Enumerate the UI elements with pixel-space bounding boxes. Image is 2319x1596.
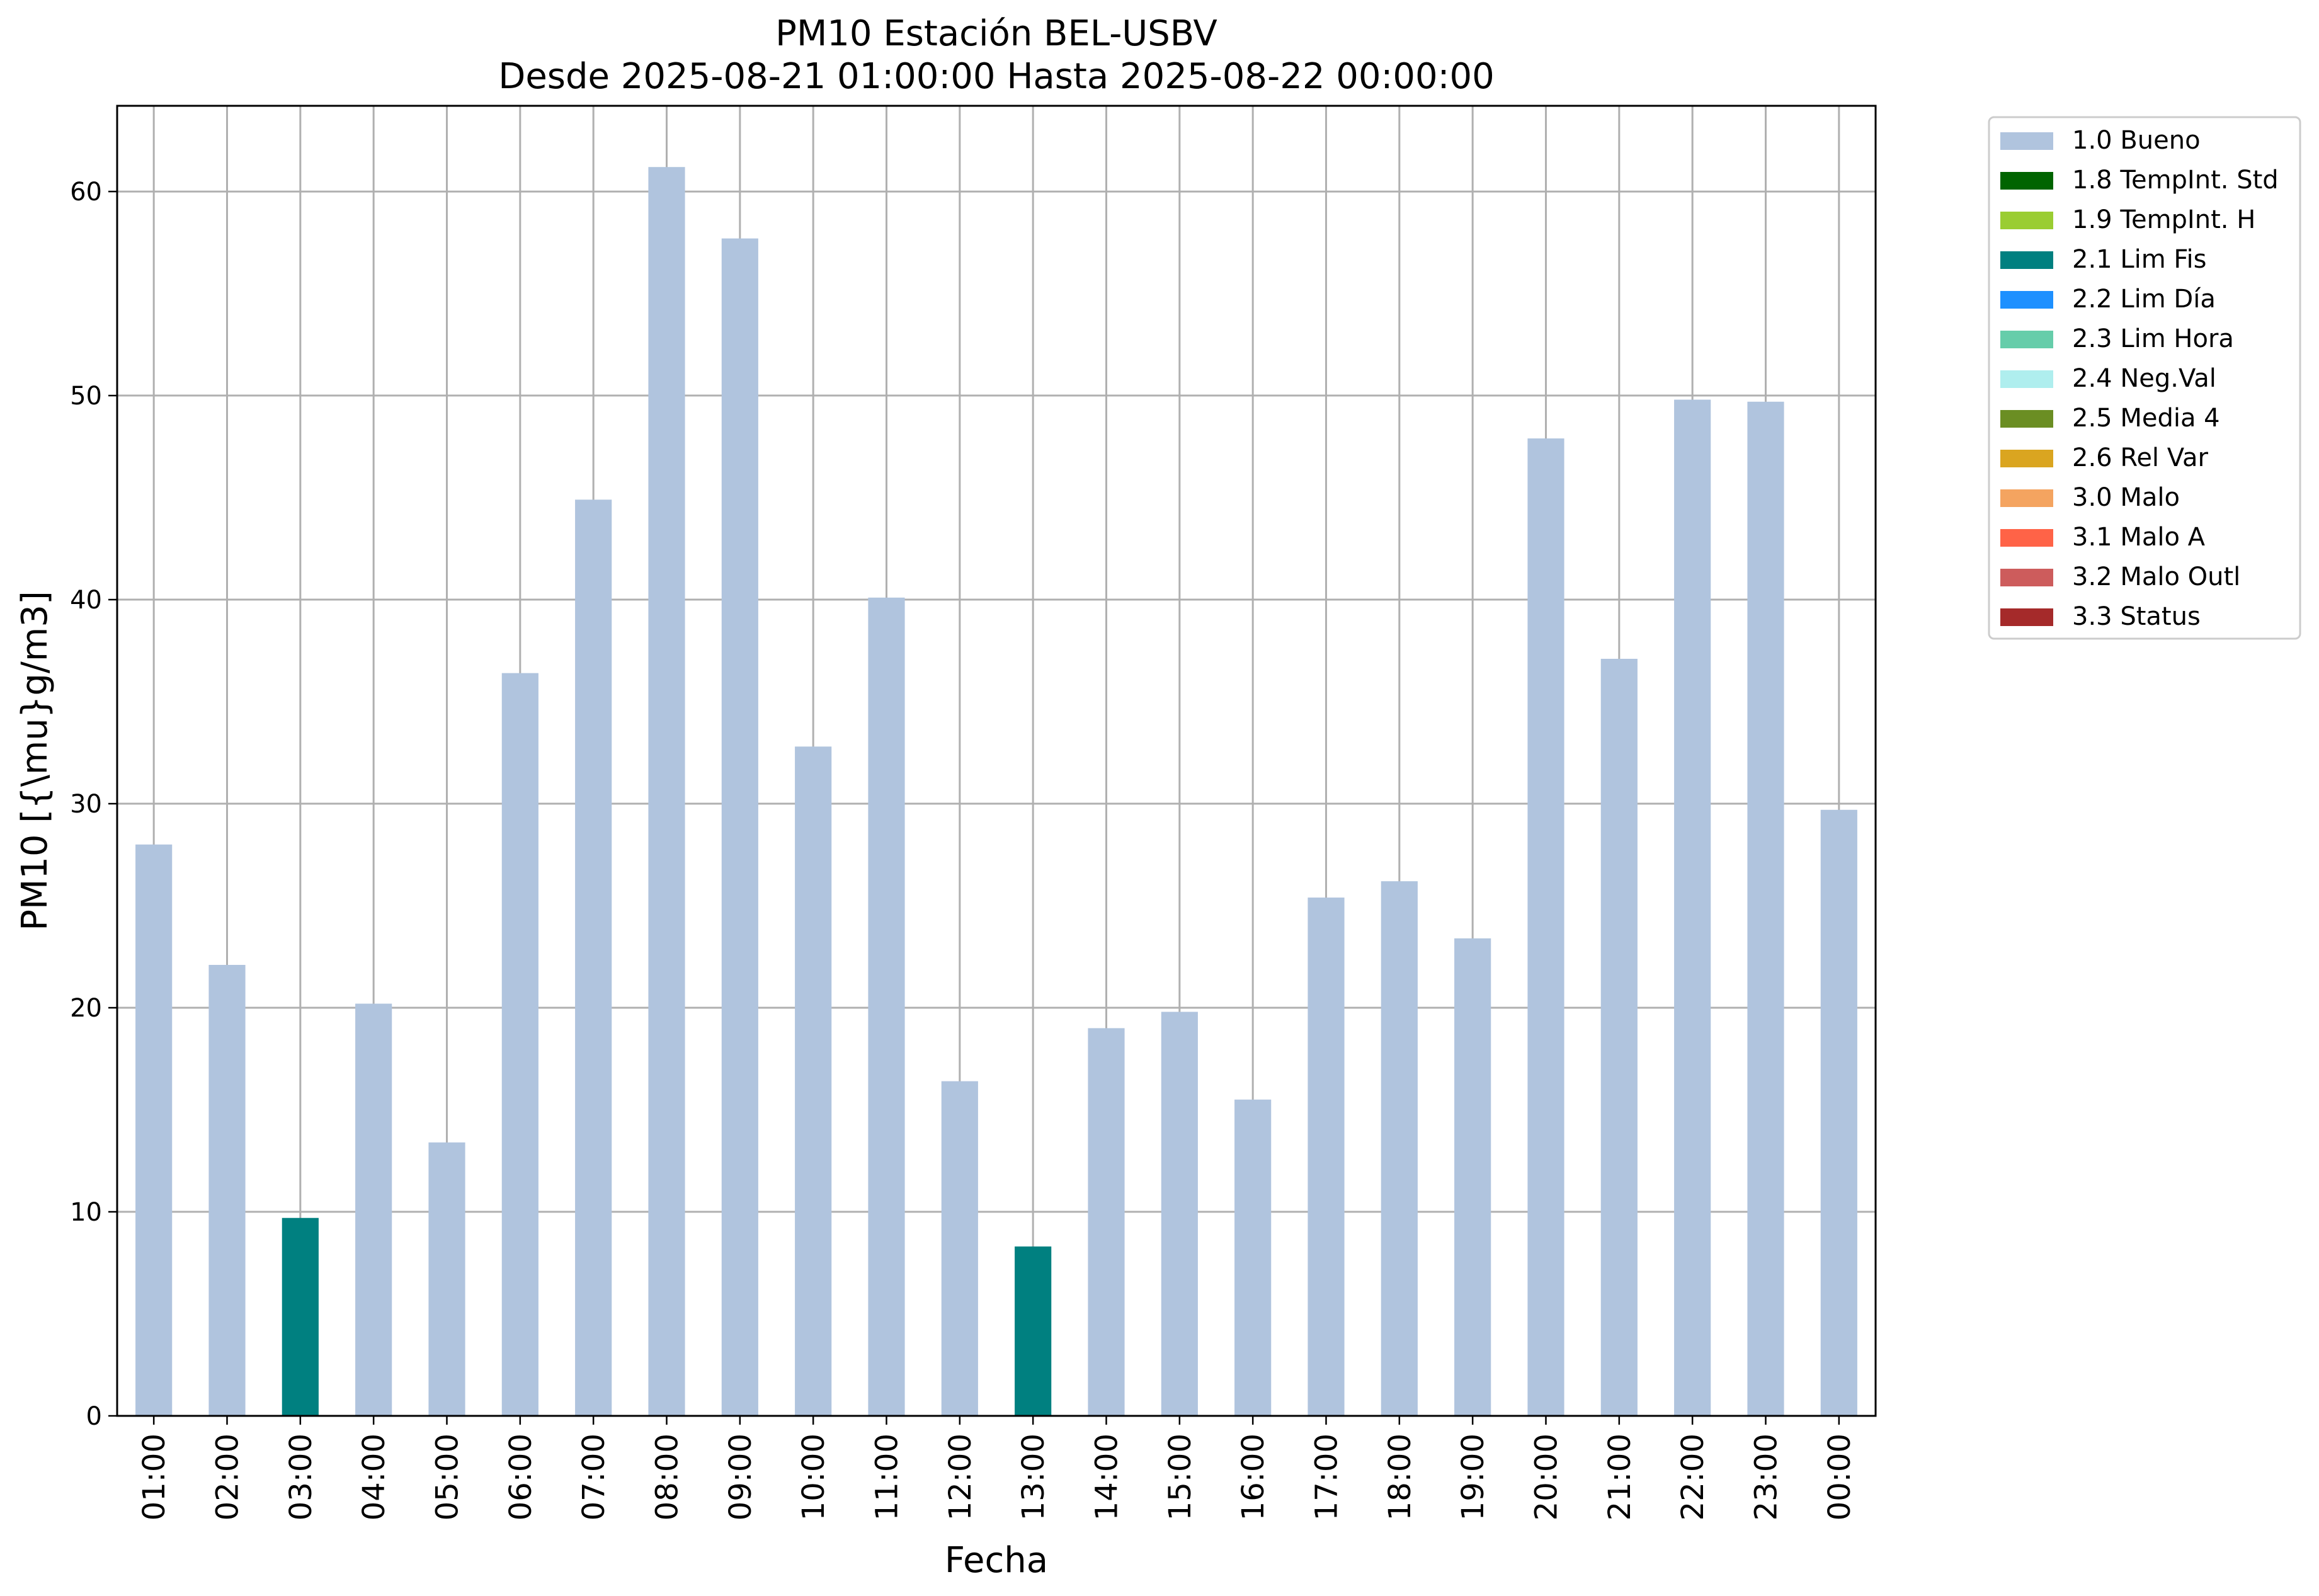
x-tick-label: 20:00: [1529, 1434, 1564, 1520]
legend-swatch: [2000, 569, 2053, 586]
bar-0500: [428, 1142, 465, 1416]
bar-0900: [721, 238, 758, 1416]
legend-swatch: [2000, 132, 2053, 150]
bar-2200: [1674, 399, 1711, 1416]
bar-1000: [795, 746, 832, 1416]
legend-label: 3.2 Malo Outl: [2072, 562, 2240, 591]
legend-swatch: [2000, 450, 2053, 467]
legend-swatch: [2000, 489, 2053, 507]
bar-0200: [208, 964, 246, 1416]
legend: 1.0 Bueno 1.8 TempInt. Std 1.9 TempInt. H 2…: [1988, 116, 2301, 640]
x-tick-label: 12:00: [943, 1434, 978, 1520]
x-tick-label: 16:00: [1236, 1434, 1271, 1520]
y-tick-label: 30: [70, 790, 102, 819]
y-tick-label: 60: [70, 178, 102, 207]
legend-swatch: [2000, 410, 2053, 428]
x-tick-label: 15:00: [1163, 1434, 1198, 1520]
legend-swatch: [2000, 291, 2053, 309]
bars: [135, 167, 1857, 1416]
bar-0000: [1820, 809, 1857, 1416]
x-tick-label: 04:00: [356, 1434, 392, 1520]
x-tick-label: 19:00: [1456, 1434, 1491, 1520]
x-tick-label: 11:00: [870, 1434, 905, 1520]
y-axis-label: PM10 [{\mu}g/m3]: [14, 591, 55, 931]
chart-title-line-1: PM10 Estación BEL-USBV: [775, 13, 1217, 54]
y-tick-label: 20: [70, 994, 102, 1023]
legend-swatch: [2000, 212, 2053, 229]
legend-swatch: [2000, 251, 2053, 269]
x-tick-label: 02:00: [210, 1434, 246, 1520]
x-tick-label: 21:00: [1602, 1434, 1638, 1520]
legend-label: 1.9 TempInt. H: [2072, 205, 2255, 234]
x-tick-label: 01:00: [137, 1434, 172, 1520]
plot-frame: [116, 105, 1877, 1417]
chart-title-line-2: Desde 2025-08-21 01:00:00 Hasta 2025-08-…: [498, 56, 1495, 97]
legend-swatch: [2000, 331, 2053, 348]
x-tick-label: 17:00: [1309, 1434, 1345, 1520]
legend-swatch: [2000, 529, 2053, 547]
legend-label: 3.3 Status: [2072, 602, 2201, 631]
x-tick-label: 07:00: [576, 1434, 612, 1520]
x-tick-label: 22:00: [1675, 1434, 1711, 1520]
x-tick-label: 10:00: [796, 1434, 831, 1520]
bar-0700: [575, 499, 612, 1416]
bar-2100: [1600, 659, 1638, 1416]
bar-1700: [1308, 898, 1345, 1416]
bar-1400: [1088, 1028, 1125, 1416]
x-tick-label: 18:00: [1382, 1434, 1418, 1520]
x-tick-label: 14:00: [1090, 1434, 1125, 1520]
legend-label: 1.0 Bueno: [2072, 126, 2201, 155]
legend-label: 2.3 Lim Hora: [2072, 324, 2234, 353]
bar-2300: [1747, 401, 1784, 1416]
x-axis-label: Fecha: [945, 1540, 1048, 1581]
x-tick-label: 06:00: [503, 1434, 538, 1520]
legend-label: 1.8 TempInt. Std: [2072, 166, 2279, 195]
legend-label: 2.6 Rel Var: [2072, 443, 2209, 472]
bar-1200: [941, 1081, 978, 1416]
bar-1600: [1234, 1099, 1272, 1416]
y-tick-label: 50: [70, 382, 102, 411]
bar-1500: [1161, 1012, 1198, 1416]
bar-1300: [1015, 1246, 1052, 1416]
legend-swatch: [2000, 370, 2053, 388]
x-tick-label: 23:00: [1749, 1434, 1784, 1520]
x-tick-label: 13:00: [1016, 1434, 1051, 1520]
legend-label: 2.4 Neg.Val: [2072, 364, 2216, 393]
legend-frame: [1988, 116, 2301, 640]
legend-label: 2.5 Media 4: [2072, 404, 2220, 433]
x-tick-label: 00:00: [1822, 1434, 1857, 1520]
bar-2000: [1527, 438, 1564, 1416]
bar-0600: [501, 673, 538, 1416]
legend-swatch: [2000, 172, 2053, 190]
legend-label: 3.1 Malo A: [2072, 523, 2206, 552]
bar-0400: [355, 1003, 392, 1416]
legend-label: 2.1 Lim Fis: [2072, 245, 2206, 274]
y-tick-label: 0: [86, 1402, 102, 1431]
x-axis-ticks: 01:00 02:00 03:00 04:00 05:00 06:00 07:00 08:00…: [137, 1416, 1857, 1520]
y-axis-ticks: 0 10 20 30 40 50 60: [70, 178, 117, 1431]
bar-0800: [648, 167, 685, 1416]
x-tick-label: 05:00: [430, 1434, 465, 1520]
x-tick-label: 09:00: [723, 1434, 758, 1520]
bar-1100: [868, 597, 905, 1416]
x-tick-label: 03:00: [283, 1434, 319, 1520]
bar-0100: [135, 844, 173, 1416]
legend-label: 2.2 Lim Día: [2072, 285, 2216, 314]
legend-swatch: [2000, 608, 2053, 626]
bar-0300: [282, 1217, 319, 1416]
legend-label: 3.0 Malo: [2072, 483, 2180, 512]
y-tick-label: 10: [70, 1198, 102, 1227]
bar-1900: [1454, 938, 1491, 1416]
y-tick-label: 40: [70, 586, 102, 615]
x-tick-label: 08:00: [650, 1434, 685, 1520]
bar-1800: [1381, 881, 1418, 1416]
